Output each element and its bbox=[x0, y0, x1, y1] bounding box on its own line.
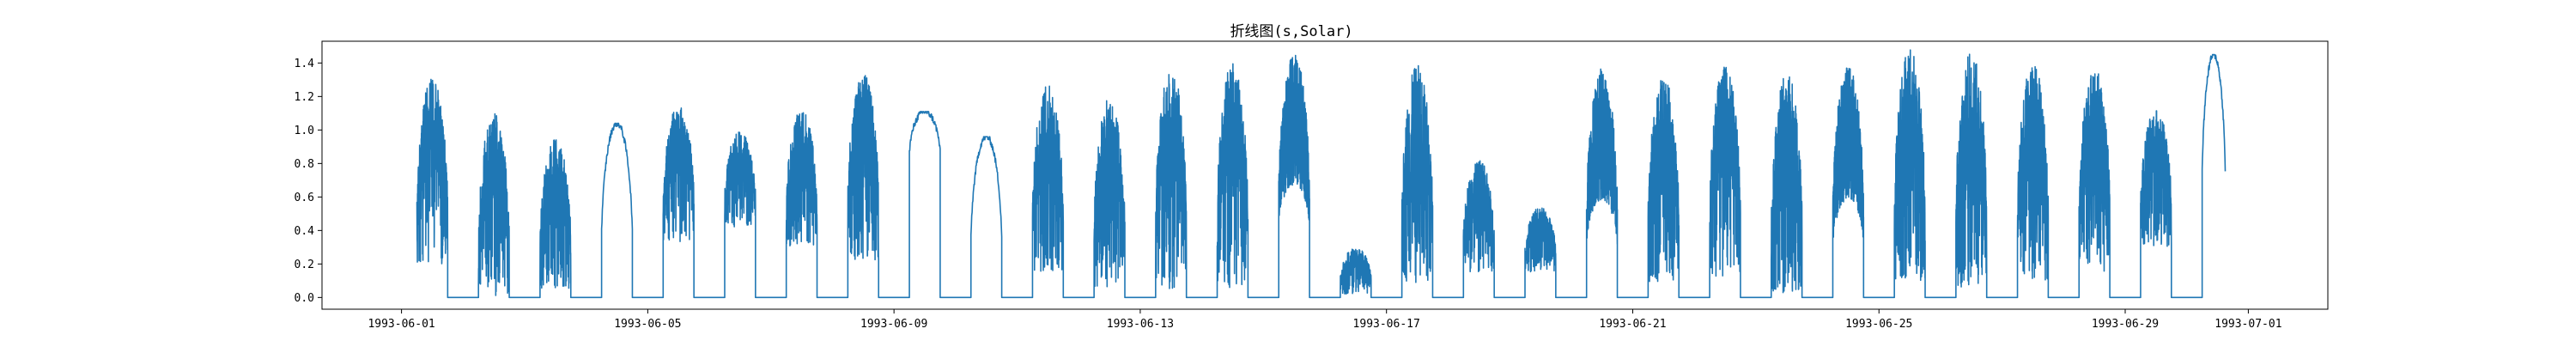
y-tick-label: 1.2 bbox=[295, 91, 314, 104]
x-tick-label: 1993-06-09 bbox=[860, 318, 927, 331]
x-tick-label: 1993-06-01 bbox=[368, 318, 434, 331]
y-tick-label: 0.0 bbox=[295, 292, 314, 305]
y-tick-label: 0.4 bbox=[295, 225, 315, 238]
x-tick-label: 1993-07-01 bbox=[2215, 318, 2281, 331]
y-axis: 0.0 0.2 0.4 0.6 0.8 1.0 1.2 1.4 bbox=[295, 58, 322, 305]
y-tick-label: 0.6 bbox=[295, 192, 314, 204]
y-tick-label: 0.2 bbox=[295, 259, 314, 271]
series-solar bbox=[416, 49, 2227, 299]
x-tick-label: 1993-06-29 bbox=[2092, 318, 2159, 331]
x-tick-label: 1993-06-13 bbox=[1107, 318, 1174, 331]
plot-area-frame bbox=[321, 40, 2329, 310]
y-tick-label: 0.8 bbox=[295, 158, 314, 171]
x-tick-label: 1993-06-25 bbox=[1845, 318, 1912, 331]
chart-title: 折线图(s,Solar) bbox=[1230, 23, 1353, 40]
y-tick-label: 1.4 bbox=[295, 58, 315, 70]
x-tick-label: 1993-06-05 bbox=[614, 318, 681, 331]
x-tick-label: 1993-06-21 bbox=[1599, 318, 1666, 331]
x-tick-label: 1993-06-17 bbox=[1353, 318, 1420, 331]
x-axis: 1993-06-01 1993-06-05 1993-06-09 1993-06-13… bbox=[368, 309, 2282, 331]
series-line-solar bbox=[416, 49, 2227, 299]
y-tick-label: 1.0 bbox=[295, 125, 314, 137]
